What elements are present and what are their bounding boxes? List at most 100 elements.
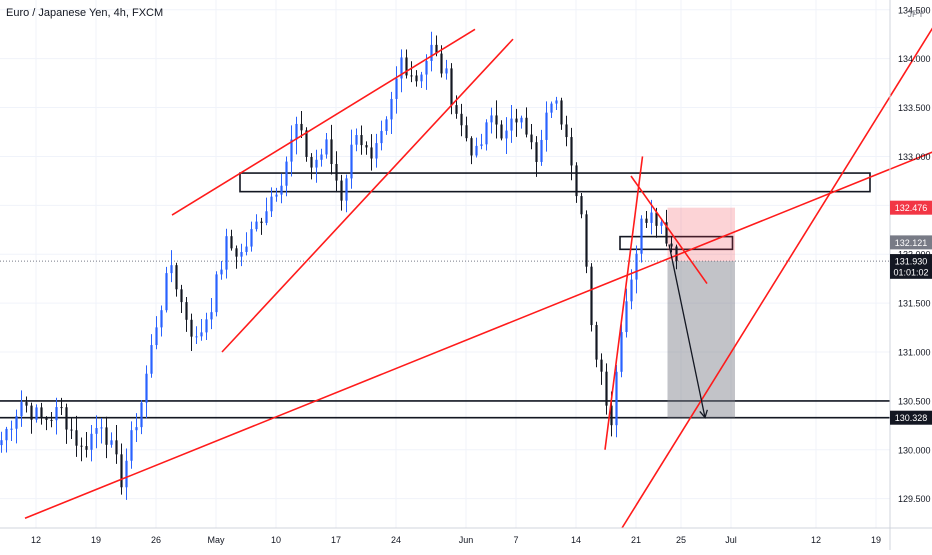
candle-body (310, 156, 313, 168)
candle-body (80, 445, 83, 447)
candle-body (590, 266, 593, 326)
candle-body (215, 274, 218, 313)
y-tick-label: 134.000 (898, 54, 931, 64)
wedge-bottom (221, 38, 514, 353)
zones (0, 172, 890, 419)
candle-body (130, 430, 133, 461)
candle-body (160, 310, 163, 328)
candle-body (175, 265, 178, 290)
candle-body (510, 118, 513, 131)
candle-body (450, 68, 453, 106)
candle-body (145, 373, 148, 403)
candle-body (225, 236, 228, 270)
candle-body (60, 407, 63, 409)
candle-body (455, 105, 458, 114)
candle-body (430, 44, 433, 61)
candles (0, 31, 678, 500)
candle-body (65, 407, 68, 430)
candle-body (285, 161, 288, 186)
candle-body (95, 428, 98, 434)
candle-body (535, 142, 538, 162)
candle-body (125, 460, 128, 488)
price-badge (890, 410, 932, 425)
candle-body (110, 440, 113, 445)
candle-body (280, 185, 283, 195)
take-profit-zone (667, 261, 735, 418)
y-tick-label: 129.500 (898, 494, 931, 504)
candle-body (195, 336, 198, 338)
candle-body (480, 144, 483, 146)
candle-body (490, 115, 493, 123)
candle-body (300, 123, 303, 131)
wedge-top (171, 28, 476, 216)
candle-body (665, 222, 668, 244)
candle-body (15, 416, 18, 429)
candle-body (20, 402, 23, 417)
candle-body (540, 139, 543, 162)
price-badge-label: 01:01:02 (893, 267, 928, 277)
candle-body (245, 246, 248, 253)
candle-body (265, 211, 268, 223)
symbol-title: Euro / Japanese Yen, 4h, FXCM (6, 7, 163, 19)
x-tick-label: 17 (331, 535, 341, 545)
x-tick-label: 24 (391, 535, 401, 545)
candle-body (350, 144, 353, 179)
candle-body (205, 319, 208, 333)
candle-body (230, 236, 233, 249)
candle-body (40, 407, 43, 419)
candle-body (150, 345, 153, 374)
candle-body (255, 221, 258, 230)
candle-body (605, 371, 608, 406)
candle-body (370, 147, 373, 159)
currency-label: JPY (907, 9, 924, 19)
candle-body (460, 113, 463, 126)
candle-body (70, 429, 73, 431)
projection-path (668, 244, 706, 418)
candle-body (260, 221, 263, 223)
position-tool[interactable] (667, 207, 736, 418)
candle-body (420, 74, 423, 82)
trend-lines[interactable] (24, 0, 932, 529)
candle-body (675, 246, 678, 262)
candle-body (610, 405, 613, 426)
candle-body (140, 402, 143, 428)
candle-body (400, 57, 403, 79)
candle-body (395, 78, 398, 99)
candle-body (385, 119, 388, 131)
candle-body (485, 122, 488, 145)
candle-body (375, 143, 378, 159)
price-badge (890, 264, 932, 279)
candle-body (615, 371, 618, 426)
candle-body (340, 180, 343, 201)
candle-body (0, 440, 3, 446)
candle-body (315, 159, 318, 168)
y-tick-label: 130.500 (898, 396, 931, 406)
candle-body (135, 427, 138, 431)
candle-body (10, 428, 13, 430)
candle-body (545, 112, 548, 140)
candle-body (25, 402, 28, 406)
candle-body (325, 139, 328, 155)
candle-body (620, 332, 623, 372)
candle-body (475, 145, 478, 156)
candle-body (445, 68, 448, 74)
candle-body (625, 301, 628, 333)
candle-body (365, 145, 368, 148)
candle-body (235, 248, 238, 257)
candle-body (120, 454, 123, 488)
candle-body (100, 427, 103, 429)
candle-body (165, 273, 168, 311)
candle-body (55, 407, 58, 421)
candle-body (105, 427, 108, 445)
stop-loss-zone (667, 207, 735, 262)
candle-body (530, 134, 533, 143)
candle-body (200, 332, 203, 337)
candle-body (390, 98, 393, 120)
candle-body (345, 178, 348, 201)
candle-body (405, 57, 408, 76)
y-tick-label: 134.500 (898, 5, 931, 15)
candle-body (75, 430, 78, 446)
x-tick-label: May (207, 535, 225, 545)
candle-body (660, 222, 663, 226)
